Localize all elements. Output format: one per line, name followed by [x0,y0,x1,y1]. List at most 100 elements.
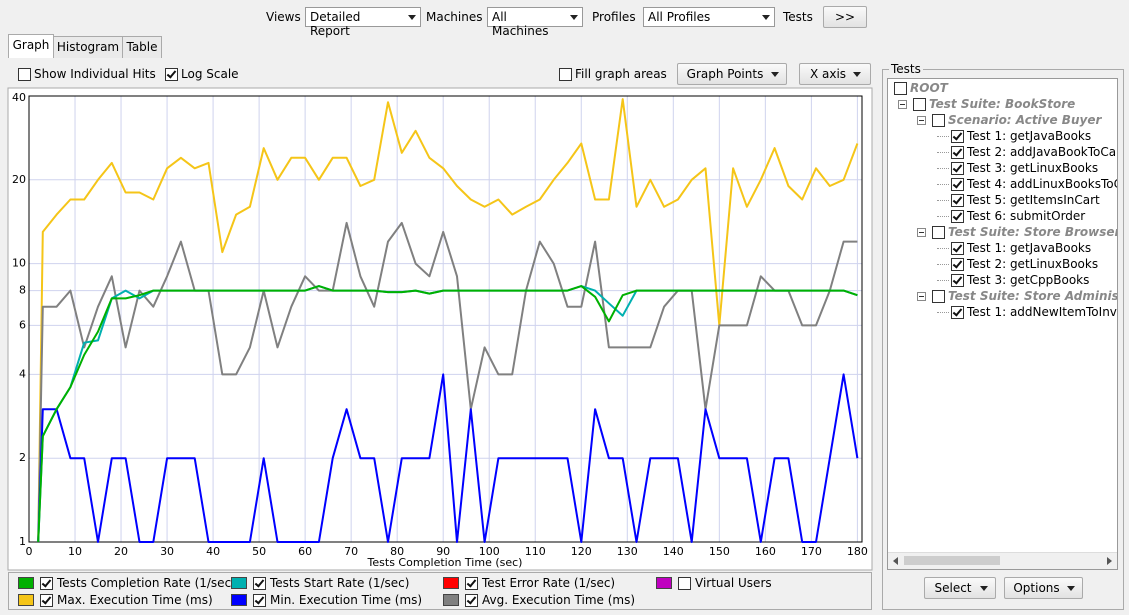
tree-item[interactable]: Test 1: getJavaBooks [967,129,1092,143]
tree-item[interactable]: Test Suite: BookStore [929,97,1076,111]
y-tick-label: 8 [19,284,26,297]
y-tick-label: 4 [19,367,26,380]
checkbox[interactable] [894,82,907,95]
profiles-select[interactable]: All Profiles [643,7,775,27]
tree-item[interactable]: Test 5: getItemsInCart [967,193,1100,207]
x-tick-label: 0 [26,545,33,558]
legend-label: Max. Execution Time (ms) [57,593,213,607]
tree-item[interactable]: Test 6: submitOrder [967,209,1086,223]
profiles-label: Profiles [592,10,636,24]
checkbox[interactable] [40,577,53,590]
x-tick-label: 140 [663,545,684,558]
checkbox[interactable] [951,306,964,319]
checkbox[interactable] [40,594,53,607]
x-tick-label: 10 [68,545,82,558]
tree-connector [937,168,949,169]
scroll-right[interactable] [1107,557,1112,565]
legend [8,572,872,610]
legend-swatch [656,577,672,589]
scroll-thumb[interactable] [904,556,1000,565]
checkbox[interactable] [913,98,926,111]
checkbox[interactable] [951,178,964,191]
checkbox[interactable] [678,577,691,590]
checkbox[interactable] [951,210,964,223]
tree-item[interactable]: Test 1: addNewItemToInven [967,305,1118,319]
legend-swatch [18,594,34,606]
views-select[interactable]: Detailed Report [305,7,421,38]
checkbox[interactable] [951,258,964,271]
legend-swatch [443,594,459,606]
checkbox[interactable] [253,577,266,590]
chart-frame [7,87,873,571]
checkbox[interactable] [465,594,478,607]
x-tick-label: 60 [298,545,312,558]
legend-swatch [443,577,459,589]
tree-item[interactable]: Test 3: getCppBooks [967,273,1090,287]
y-tick-label: 10 [12,257,26,270]
checkbox[interactable] [165,68,178,81]
tab[interactable]: Graph [8,34,54,58]
checkbox[interactable] [932,114,945,127]
tree-connector [937,152,949,153]
tab[interactable]: Histogram [53,36,123,58]
dropdown-arrow [771,72,779,77]
graph-points-button[interactable]: Graph Points [677,63,787,85]
tab[interactable]: Table [122,36,162,58]
scroll-left[interactable] [893,557,898,565]
x-tick-label: 40 [206,545,220,558]
x-tick-label: 70 [344,545,358,558]
legend-label: Min. Execution Time (ms) [270,593,423,607]
expand-toggle[interactable] [898,100,907,109]
tree-connector [937,280,949,281]
tree-item[interactable]: Test 1: getJavaBooks [967,241,1092,255]
checkbox[interactable] [932,226,945,239]
dropdown-arrow [762,15,770,20]
checkbox[interactable] [951,242,964,255]
machines-select[interactable]: All Machines [487,7,583,38]
y-tick-label: 40 [12,91,26,104]
checkbox[interactable] [465,577,478,590]
dropdown-arrow [853,72,861,77]
tree: ROOT Test Suite: BookStore Scenario: Activ… [887,78,1118,570]
x-tick-label: 170 [801,545,822,558]
x-tick-label: 160 [755,545,776,558]
tree-item[interactable]: Test 3: getLinuxBooks [967,161,1099,175]
tests-button[interactable]: >> [823,6,867,28]
tests-group [882,69,1124,610]
checkbox[interactable] [253,594,266,607]
x-axis-button[interactable]: X axis [799,63,871,85]
plot-area [28,95,863,543]
checkbox[interactable] [951,146,964,159]
checkbox[interactable] [951,162,964,175]
tree-item[interactable]: Test Suite: Store Browser [948,225,1118,239]
checkbox[interactable] [932,290,945,303]
tree-item[interactable]: Test 4: addLinuxBooksToCa [967,177,1118,191]
legend-label: Virtual Users [695,576,772,590]
tree-item[interactable]: Scenario: Active Buyer [948,113,1102,127]
x-tick-label: 30 [160,545,174,558]
checkbox[interactable] [18,68,31,81]
expand-toggle[interactable] [917,228,926,237]
y-tick-label: 1 [19,535,26,548]
tree-item[interactable]: Test Suite: Store Administrato [948,289,1117,303]
h-scrollbar[interactable] [888,552,1117,569]
expand-toggle[interactable] [917,292,926,301]
option-label: Show Individual Hits [34,67,156,81]
legend-label: Avg. Execution Time (ms) [482,593,636,607]
tree-item[interactable]: Test 2: addJavaBookToCart [967,145,1118,159]
options-button[interactable]: Options [1004,577,1083,599]
minus [919,120,924,121]
checkbox[interactable] [951,194,964,207]
x-tick-label: 20 [114,545,128,558]
checkbox[interactable] [559,68,572,81]
select-button[interactable]: Select [924,577,996,599]
y-tick-label: 20 [12,173,26,186]
tree-connector [937,216,949,217]
tree-item[interactable]: Test 2: getLinuxBooks [967,257,1099,271]
legend-swatch [231,594,247,606]
expand-toggle[interactable] [917,116,926,125]
checkbox[interactable] [951,274,964,287]
checkbox[interactable] [951,130,964,143]
tree-item[interactable]: ROOT [910,81,948,95]
